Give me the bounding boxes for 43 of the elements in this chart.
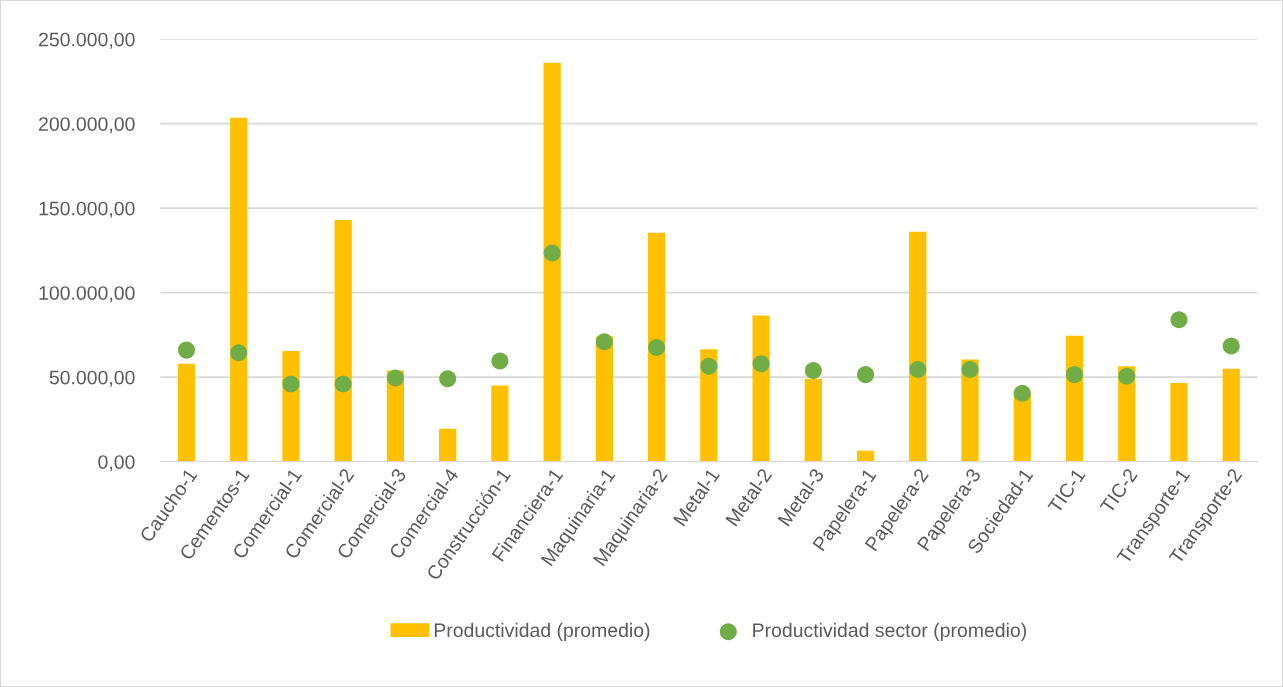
bar	[177, 363, 196, 462]
bar	[543, 62, 561, 462]
point	[1222, 337, 1240, 355]
point	[595, 333, 613, 351]
bar	[752, 315, 770, 462]
point	[230, 344, 248, 362]
bar	[230, 117, 248, 462]
y-tick-label: 150.000,00	[39, 201, 135, 218]
y-tick-label: 100.000,00	[39, 286, 135, 303]
point	[1170, 311, 1188, 329]
point	[961, 361, 979, 379]
bar	[439, 428, 457, 462]
legend-label: Productividad (promedio)	[434, 622, 650, 641]
bar	[648, 232, 666, 462]
point	[804, 361, 822, 379]
bar	[1170, 383, 1188, 462]
legend-label: Productividad sector (promedio)	[753, 622, 1026, 641]
bar	[804, 378, 822, 462]
y-tick-label: 200.000,00	[39, 117, 135, 134]
bar	[909, 231, 927, 462]
point	[491, 352, 509, 370]
bar	[1222, 368, 1240, 462]
point	[282, 375, 300, 393]
bar	[334, 219, 352, 462]
y-tick-label: 50.000,00	[49, 370, 135, 387]
point	[1066, 366, 1084, 384]
bar	[1065, 335, 1084, 462]
point	[543, 244, 561, 262]
point	[752, 355, 770, 373]
y-tick-label: 250.000,00	[39, 32, 135, 49]
y-tick-label: 0,00	[98, 455, 135, 472]
point	[439, 370, 457, 388]
point	[909, 361, 927, 379]
bar	[856, 450, 875, 462]
point	[1013, 384, 1031, 402]
point	[177, 341, 195, 359]
point	[386, 369, 404, 387]
bar	[491, 385, 509, 462]
point	[857, 366, 875, 384]
point	[1118, 367, 1136, 385]
point	[334, 375, 352, 393]
point	[700, 357, 718, 375]
point	[648, 339, 666, 357]
